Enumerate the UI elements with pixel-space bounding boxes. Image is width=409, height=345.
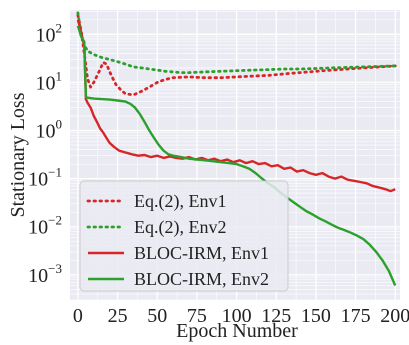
- x-tick-label: 50: [147, 305, 167, 327]
- legend-label: BLOC-IRM, Env2: [134, 269, 269, 289]
- series-line-3: [76, 19, 396, 193]
- legend-label: BLOC-IRM, Env1: [134, 243, 269, 263]
- series-line-1: [76, 13, 397, 97]
- y-tick-label: 10−2: [28, 213, 62, 239]
- y-axis-title: Stationary Loss: [7, 92, 29, 217]
- y-tick-label: 10−3: [28, 261, 62, 287]
- y-tick-label: 101: [36, 68, 63, 94]
- x-tick-label: 200: [380, 305, 409, 327]
- y-tick-labels: 10−3 10−2 10−1 100 101 102: [28, 20, 62, 287]
- legend: Eq.(2), Env1 Eq.(2), Env2 BLOC-IRM, Env1 BL…: [79, 180, 289, 292]
- y-tick-label: 10−1: [28, 165, 62, 191]
- x-tick-label: 125: [261, 305, 291, 327]
- legend-item: BLOC-IRM, Env2: [88, 269, 269, 289]
- legend-box: [79, 180, 289, 292]
- legend-item: Eq.(2), Env2: [86, 217, 226, 238]
- legend-item: BLOC-IRM, Env1: [88, 243, 269, 263]
- series-line-2: [76, 11, 397, 74]
- y-tick-label: 102: [36, 20, 63, 46]
- legend-item: Eq.(2), Env1: [86, 191, 226, 212]
- x-tick-label: 150: [301, 305, 331, 327]
- x-tick-label: 0: [73, 305, 83, 327]
- x-tick-label: 25: [108, 305, 128, 327]
- series-line-4: [76, 25, 397, 286]
- legend-label: Eq.(2), Env2: [134, 217, 226, 238]
- legend-label: Eq.(2), Env1: [134, 191, 226, 212]
- x-axis-title: Epoch Number: [176, 320, 298, 342]
- x-tick-label: 75: [187, 305, 207, 327]
- y-tick-label: 100: [36, 117, 63, 143]
- x-tick-label: 100: [222, 305, 252, 327]
- x-tick-label: 175: [341, 305, 371, 327]
- x-tick-labels: 0 25 50 75 100 125 150 175 200: [73, 305, 409, 327]
- series-group: [76, 11, 397, 286]
